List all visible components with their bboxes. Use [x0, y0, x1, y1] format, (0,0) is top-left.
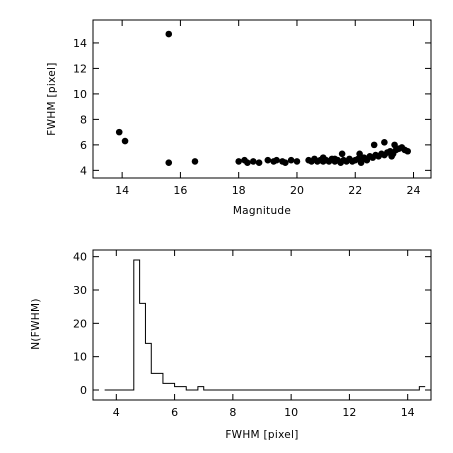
- scatter-x-ticks: 14 16 18 20 22 24: [115, 20, 421, 197]
- scatter-point: [362, 155, 369, 163]
- histogram-y-tick-label: 20: [73, 317, 87, 330]
- scatter-y-tick-label: 12: [73, 62, 87, 75]
- scatter-points: [115, 30, 411, 167]
- scatter-x-tick-label: 14: [115, 184, 129, 197]
- scatter-point: [293, 158, 301, 165]
- scatter-point: [115, 128, 123, 136]
- scatter-point: [255, 159, 263, 167]
- histogram-panel: 4 6 8 10 12 14 0 10 20 30 40 FWHM [pixel] N(FWHM): [30, 249, 432, 441]
- scatter-point: [357, 159, 365, 167]
- scatter-point: [331, 155, 339, 163]
- scatter-panel: 14 16 18 20 22 24 4 6 8 10 12 14 Magnitude FWHM [p…: [46, 19, 432, 217]
- scatter-point: [404, 147, 411, 155]
- histogram-x-tick-label: 10: [284, 406, 298, 419]
- scatter-x-tick-label: 22: [348, 184, 362, 197]
- histogram-step-line: [104, 259, 426, 391]
- scatter-point: [287, 156, 295, 164]
- histogram-y-tick-label: 40: [73, 251, 87, 264]
- histogram-y-tick-label: 0: [80, 384, 87, 397]
- histogram-y-tick-label: 30: [73, 284, 87, 297]
- histogram-x-axis-title: FWHM [pixel]: [225, 429, 298, 441]
- scatter-point: [121, 137, 129, 145]
- scatter-point: [165, 30, 173, 38]
- histogram-frame: [92, 249, 432, 401]
- scatter-y-tick-label: 10: [73, 88, 87, 101]
- scatter-point: [388, 153, 395, 160]
- scatter-y-tick-label: 8: [80, 113, 87, 126]
- histogram-x-ticks: 4 6 8 10 12 14: [113, 250, 415, 419]
- scatter-point: [235, 158, 242, 165]
- scatter-point: [338, 150, 346, 158]
- scatter-y-tick-label: 14: [73, 37, 87, 50]
- scatter-point: [370, 141, 378, 149]
- scatter-point: [244, 159, 251, 167]
- histogram-y-ticks: 0 10 20 30 40: [73, 251, 431, 397]
- scatter-y-ticks: 4 6 8 10 12 14: [73, 37, 431, 177]
- histogram-y-tick-label: 10: [73, 351, 87, 364]
- histogram-x-tick-label: 12: [342, 406, 356, 419]
- histogram-x-tick-label: 4: [113, 406, 120, 419]
- scatter-x-tick-label: 16: [173, 184, 187, 197]
- scatter-point: [282, 159, 289, 167]
- scatter-point: [273, 156, 280, 164]
- histogram-x-tick-label: 14: [401, 406, 415, 419]
- scatter-y-tick-label: 6: [80, 139, 87, 152]
- scatter-x-axis-title: Magnitude: [233, 205, 291, 217]
- scatter-point: [391, 141, 398, 149]
- scatter-point: [249, 158, 257, 165]
- scatter-y-tick-label: 4: [80, 164, 87, 177]
- scatter-y-axis-title: FWHM [pixel]: [46, 62, 58, 135]
- scatter-point: [356, 150, 363, 158]
- scatter-point: [264, 156, 272, 164]
- scatter-point: [191, 158, 199, 165]
- histogram-x-tick-label: 6: [171, 406, 178, 419]
- histogram-y-axis-title: N(FWHM): [30, 298, 42, 350]
- scatter-x-tick-label: 18: [232, 184, 246, 197]
- scatter-frame: [92, 19, 432, 179]
- scatter-x-tick-label: 24: [407, 184, 421, 197]
- scatter-point: [381, 139, 388, 146]
- histogram-x-tick-label: 8: [229, 406, 236, 419]
- scatter-x-tick-label: 20: [290, 184, 304, 197]
- scatter-point: [165, 159, 173, 167]
- scatter-point: [319, 154, 327, 161]
